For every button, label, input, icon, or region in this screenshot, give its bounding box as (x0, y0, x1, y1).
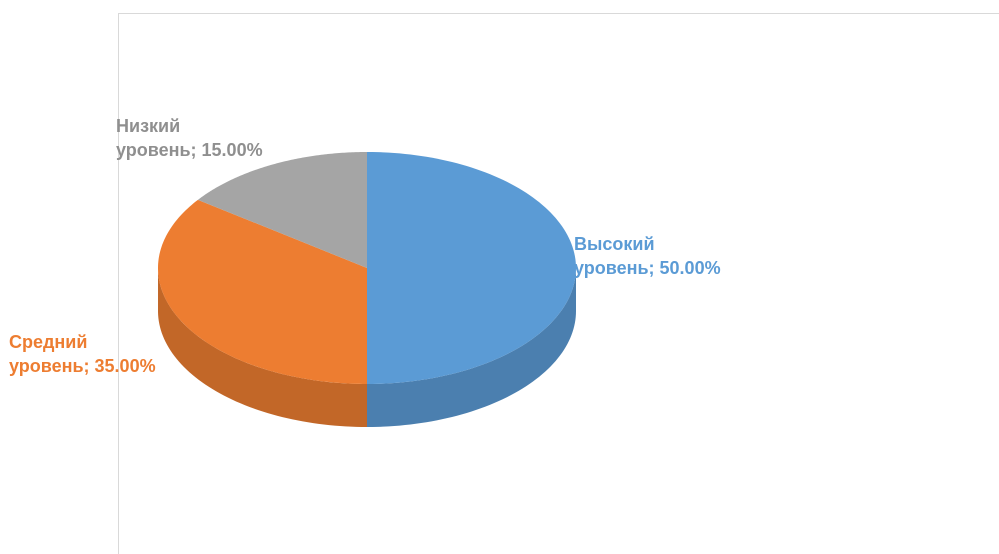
data-label-low-line2: уровень; 15.00% (116, 140, 263, 160)
pie-tops (158, 152, 576, 384)
chart-area (118, 13, 999, 554)
pie-sides (158, 268, 576, 427)
data-label-low-line1: Низкий (116, 116, 181, 136)
pie-side-1 (158, 269, 367, 427)
data-label-low: Низкий уровень; 15.00% (116, 114, 263, 162)
data-label-medium: Средний уровень; 35.00% (9, 330, 156, 378)
data-label-high-line1: Высокий (574, 234, 655, 254)
pie-slice-0 (367, 152, 576, 384)
data-label-medium-line1: Средний (9, 332, 88, 352)
data-label-high: Высокий уровень; 50.00% (574, 232, 721, 280)
pie-slice-2 (197, 152, 367, 268)
pie-side-0 (367, 268, 576, 427)
pie-slice-1 (158, 199, 367, 384)
data-label-medium-line2: уровень; 35.00% (9, 356, 156, 376)
data-label-high-line2: уровень; 50.00% (574, 258, 721, 278)
